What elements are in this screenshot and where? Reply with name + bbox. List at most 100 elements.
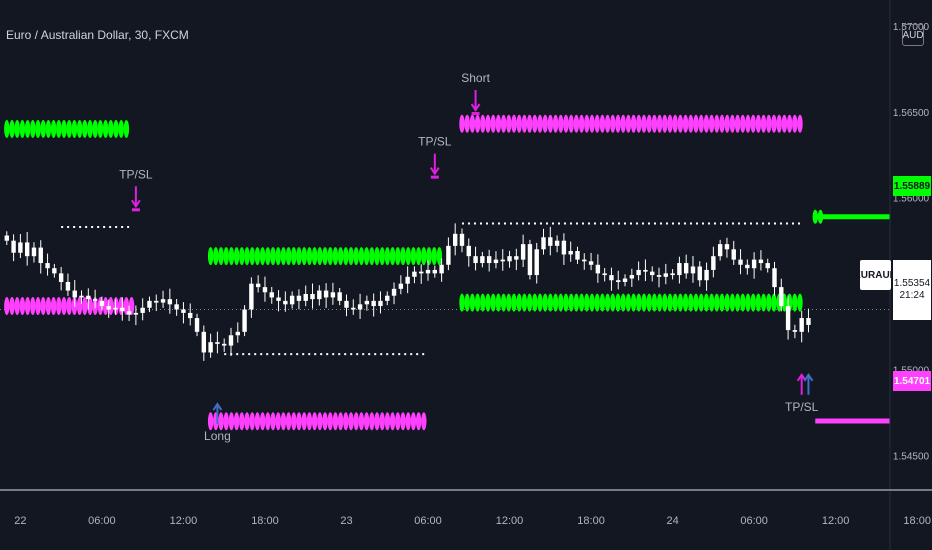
level-dot xyxy=(542,293,548,312)
level-dot xyxy=(750,293,756,312)
level-dot xyxy=(337,247,344,266)
candle-body xyxy=(724,244,730,250)
level-dot xyxy=(656,293,663,312)
candle-body xyxy=(609,275,614,281)
level-dot xyxy=(35,119,41,138)
candle-body xyxy=(582,259,587,262)
y-tick-label: 1.56500 xyxy=(893,108,930,119)
candle-body xyxy=(221,343,227,346)
level-dot xyxy=(584,293,590,312)
level-dot xyxy=(421,412,427,431)
level-dot xyxy=(495,114,502,133)
candle-body xyxy=(677,263,682,276)
level-dot xyxy=(384,247,391,266)
candle-body xyxy=(602,273,607,276)
level-dot xyxy=(641,293,647,312)
level-dot xyxy=(76,297,83,316)
level-dot xyxy=(662,114,668,133)
level-dot xyxy=(521,114,528,133)
candle-body xyxy=(337,292,342,301)
level-dot xyxy=(641,114,647,133)
candle-body xyxy=(452,233,458,246)
level-dot xyxy=(228,412,235,431)
level-dot xyxy=(76,119,83,138)
level-dot xyxy=(516,293,522,312)
candle-body xyxy=(466,245,471,257)
candle-body xyxy=(520,244,526,260)
level-dot xyxy=(327,247,333,266)
level-dot xyxy=(792,114,798,133)
level-dot xyxy=(421,247,427,266)
level-dot xyxy=(207,412,214,431)
level-dot xyxy=(485,293,491,312)
level-dot xyxy=(249,412,255,431)
level-dot xyxy=(56,119,62,138)
level-dot xyxy=(66,297,72,316)
level-dot xyxy=(584,114,590,133)
candle-body xyxy=(432,269,438,274)
candle-body xyxy=(65,281,71,291)
level-dot xyxy=(108,119,114,138)
candle-body xyxy=(650,271,655,276)
level-dot xyxy=(265,247,271,266)
level-dot xyxy=(714,293,720,312)
candle-body xyxy=(697,266,702,281)
candle-body xyxy=(174,304,179,310)
level-dot xyxy=(724,114,730,133)
level-dot xyxy=(285,247,292,266)
candle-body xyxy=(140,307,145,313)
level-dot xyxy=(280,412,287,431)
level-dot xyxy=(353,247,359,266)
level-dot xyxy=(672,114,678,133)
candles-layer xyxy=(4,223,811,361)
candle-body xyxy=(228,335,234,346)
x-tick-label: 12:00 xyxy=(170,515,198,527)
level-dot xyxy=(400,247,406,266)
level-dot xyxy=(724,293,730,312)
signal-label: Long xyxy=(204,429,231,443)
candle-body xyxy=(4,235,9,241)
dotted-lines-layer xyxy=(61,222,802,356)
magenta-level-price-tag: 1.54701 xyxy=(893,371,931,391)
level-dot xyxy=(568,293,574,312)
level-dot xyxy=(672,293,678,312)
candle-body xyxy=(629,275,635,279)
symbol-title[interactable]: Euro / Australian Dollar, 30, FXCM xyxy=(6,28,189,42)
level-dot xyxy=(348,247,354,266)
level-dot xyxy=(495,293,502,312)
level-dot xyxy=(464,293,470,312)
level-dot xyxy=(604,293,611,312)
level-dot xyxy=(688,293,694,312)
currency-button[interactable]: AUD xyxy=(902,24,924,46)
bar-countdown: 21:24 xyxy=(899,290,925,301)
level-dot xyxy=(102,119,109,138)
level-dot xyxy=(275,247,281,266)
candle-body xyxy=(792,330,798,332)
level-dot xyxy=(532,293,538,312)
level-dot xyxy=(516,114,522,133)
level-dot xyxy=(374,412,380,431)
level-dot xyxy=(703,293,710,312)
x-tick-label: 24 xyxy=(666,515,678,527)
level-dot xyxy=(400,412,406,431)
candle-body xyxy=(86,295,91,300)
candle-body xyxy=(534,249,539,276)
level-dot xyxy=(311,412,318,431)
level-dot xyxy=(688,114,694,133)
x-tick-label: 06:00 xyxy=(740,515,768,527)
candle-body xyxy=(493,259,499,264)
level-dot xyxy=(244,247,250,266)
level-dot xyxy=(66,119,72,138)
level-dot xyxy=(265,412,271,431)
level-dot xyxy=(4,297,10,316)
candle-body xyxy=(758,259,764,264)
candle-body xyxy=(194,318,200,332)
level-dot xyxy=(698,114,704,133)
level-dot xyxy=(630,293,637,312)
candle-body xyxy=(663,273,669,277)
level-dot xyxy=(485,114,491,133)
level-dot xyxy=(630,114,637,133)
level-dot xyxy=(61,119,67,138)
candle-body xyxy=(154,300,159,303)
